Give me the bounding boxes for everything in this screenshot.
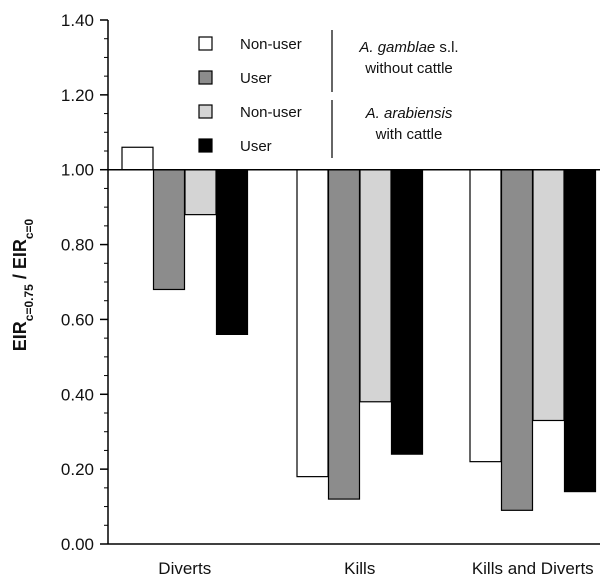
legend: Non-user User Non-user User A. gamblae s.l. w…: [198, 30, 459, 158]
y-tick-label: 0.00: [61, 535, 94, 554]
legend-label: Non-user: [240, 36, 302, 53]
x-labels: Diverts Kills Kills and Diverts: [158, 559, 593, 578]
legend-group-sublabel: with cattle: [375, 126, 443, 143]
bar: [121, 146, 154, 171]
bars-layer: [121, 146, 597, 511]
y-tick-label: 1.40: [61, 11, 94, 30]
bar: [215, 169, 249, 335]
x-category-label: Kills and Diverts: [472, 559, 594, 578]
bar: [469, 169, 502, 463]
bar: [359, 169, 392, 403]
y-ticks: 0.00 0.20 0.40 0.60 0.80 1.00 1.20 1.40: [61, 11, 108, 554]
y-tick-label: 0.20: [61, 460, 94, 479]
bar: [390, 169, 424, 455]
legend-swatch: [198, 138, 213, 153]
legend-label: User: [240, 70, 272, 87]
y-tick-label: 0.80: [61, 236, 94, 255]
x-category-label: Kills: [344, 559, 375, 578]
legend-swatch: [198, 36, 213, 51]
legend-group-sublabel: without cattle: [364, 60, 453, 77]
legend-group-label: A. arabiensis: [365, 105, 453, 122]
y-tick-label: 1.20: [61, 86, 94, 105]
bar: [184, 169, 217, 216]
bar: [532, 169, 565, 422]
bar: [500, 169, 534, 511]
legend-group-label: A. gamblae s.l.: [358, 39, 458, 56]
bar: [152, 169, 186, 291]
bar: [563, 169, 597, 493]
legend-swatch: [198, 104, 213, 119]
y-tick-label: 0.40: [61, 385, 94, 404]
y-axis-label: EIRc=0.75 / EIRc=0: [10, 218, 36, 351]
legend-label: Non-user: [240, 104, 302, 121]
bar: [327, 169, 361, 500]
y-tick-label: 0.60: [61, 310, 94, 329]
legend-label: User: [240, 138, 272, 155]
legend-swatch: [198, 70, 213, 85]
y-tick-label: 1.00: [61, 161, 94, 180]
bar: [296, 169, 329, 478]
x-category-label: Diverts: [158, 559, 211, 578]
